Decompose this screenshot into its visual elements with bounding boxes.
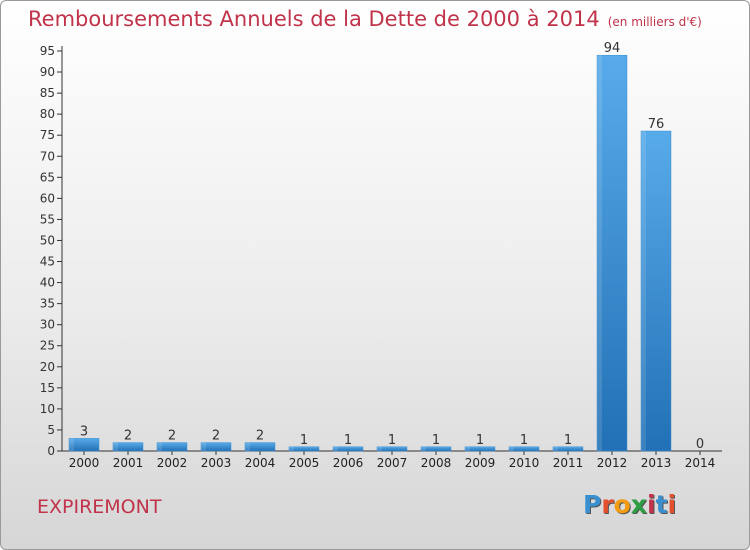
proxiti-logo: Proxiti <box>583 490 676 519</box>
bar-highlight <box>157 442 162 451</box>
chart-unit: (en milliers d'€) <box>607 15 702 29</box>
data-label: 1 <box>520 433 528 448</box>
bar-highlight <box>289 446 294 451</box>
bar <box>552 446 584 452</box>
data-label: 1 <box>344 433 352 448</box>
bar <box>112 442 144 452</box>
logo-letter: i <box>667 490 677 519</box>
x-tick-label: 2007 <box>377 456 408 470</box>
bar <box>376 446 408 452</box>
data-label: 1 <box>432 433 440 448</box>
y-tick-label: 40 <box>40 276 55 290</box>
logo-letter: P <box>583 490 602 519</box>
data-label: 94 <box>604 41 621 56</box>
data-label: 0 <box>696 437 704 452</box>
y-tick-label: 35 <box>40 297 55 311</box>
bar-highlight <box>201 442 206 451</box>
data-label: 2 <box>124 429 132 444</box>
bar-highlight <box>553 446 558 451</box>
x-tick-label: 2003 <box>201 456 232 470</box>
data-label: 2 <box>256 429 264 444</box>
y-tick-label: 30 <box>40 318 55 332</box>
data-label: 1 <box>300 433 308 448</box>
bar-highlight <box>421 446 426 451</box>
y-tick-label: 20 <box>40 360 55 374</box>
y-tick-label: 5 <box>47 423 55 437</box>
bar <box>508 446 540 452</box>
y-tick-label: 25 <box>40 339 55 353</box>
bar-highlight <box>377 446 382 451</box>
y-tick-label: 15 <box>40 381 55 395</box>
bar <box>156 442 188 452</box>
bar-highlight <box>509 446 514 451</box>
data-labels: 3 2 2 2 2 1 1 1 1 1 1 1 94 76 0 <box>80 41 704 452</box>
y-tick-label: 75 <box>40 128 55 142</box>
x-tick-label: 2005 <box>289 456 320 470</box>
x-tick-label: 2012 <box>597 456 628 470</box>
data-label: 2 <box>168 429 176 444</box>
y-tick-label: 45 <box>40 255 55 269</box>
x-tick-label: 2001 <box>113 456 144 470</box>
axes: 0510152025303540455055606570758085909520… <box>40 44 722 470</box>
bar-highlight <box>333 446 338 451</box>
bar-highlight <box>465 446 470 451</box>
x-tick-label: 2014 <box>685 456 716 470</box>
x-tick-label: 2006 <box>333 456 364 470</box>
y-tick-label: 60 <box>40 191 55 205</box>
logo-letter: i <box>647 490 656 519</box>
data-label: 2 <box>212 429 220 444</box>
y-tick-label: 70 <box>40 149 55 163</box>
x-tick-label: 2004 <box>245 456 276 470</box>
bar-highlight <box>113 442 118 451</box>
bar <box>464 446 496 452</box>
bar-highlight <box>641 131 646 451</box>
y-tick-label: 10 <box>40 402 55 416</box>
bar <box>640 130 672 452</box>
data-label: 3 <box>80 424 88 439</box>
bar <box>420 446 452 452</box>
y-tick-label: 0 <box>47 444 55 458</box>
x-tick-label: 2010 <box>509 456 540 470</box>
y-tick-label: 85 <box>40 86 55 100</box>
y-tick-label: 50 <box>40 233 55 247</box>
town-name: EXPIREMONT <box>37 496 162 518</box>
data-label: 76 <box>648 117 665 132</box>
y-tick-label: 80 <box>40 107 55 121</box>
bar-highlight <box>597 55 602 452</box>
bar-highlight <box>69 438 74 451</box>
bar <box>332 446 364 452</box>
data-label: 1 <box>388 433 396 448</box>
bar <box>68 438 100 452</box>
x-tick-label: 2013 <box>641 456 672 470</box>
logo-letter: t <box>655 490 668 519</box>
x-tick-label: 2009 <box>465 456 496 470</box>
logo-letter: r <box>601 490 614 519</box>
y-tick-label: 65 <box>40 170 55 184</box>
x-tick-label: 2002 <box>157 456 188 470</box>
bar <box>288 446 320 452</box>
logo-letter: x <box>630 490 647 519</box>
data-label: 1 <box>564 433 572 448</box>
data-label: 1 <box>476 433 484 448</box>
bar <box>200 442 232 452</box>
y-tick-label: 95 <box>40 44 55 58</box>
bar <box>244 442 276 452</box>
chart-title-text: Remboursements Annuels de la Dette de 20… <box>28 7 600 31</box>
x-tick-label: 2008 <box>421 456 452 470</box>
y-tick-label: 55 <box>40 212 55 226</box>
logo-letter: o <box>613 490 631 519</box>
y-tick-label: 90 <box>40 65 55 79</box>
x-tick-label: 2011 <box>553 456 584 470</box>
bar-highlight <box>245 442 250 451</box>
bars <box>68 54 672 452</box>
bar <box>596 54 628 452</box>
x-tick-label: 2000 <box>69 456 100 470</box>
chart-title: Remboursements Annuels de la Dette de 20… <box>28 7 702 31</box>
